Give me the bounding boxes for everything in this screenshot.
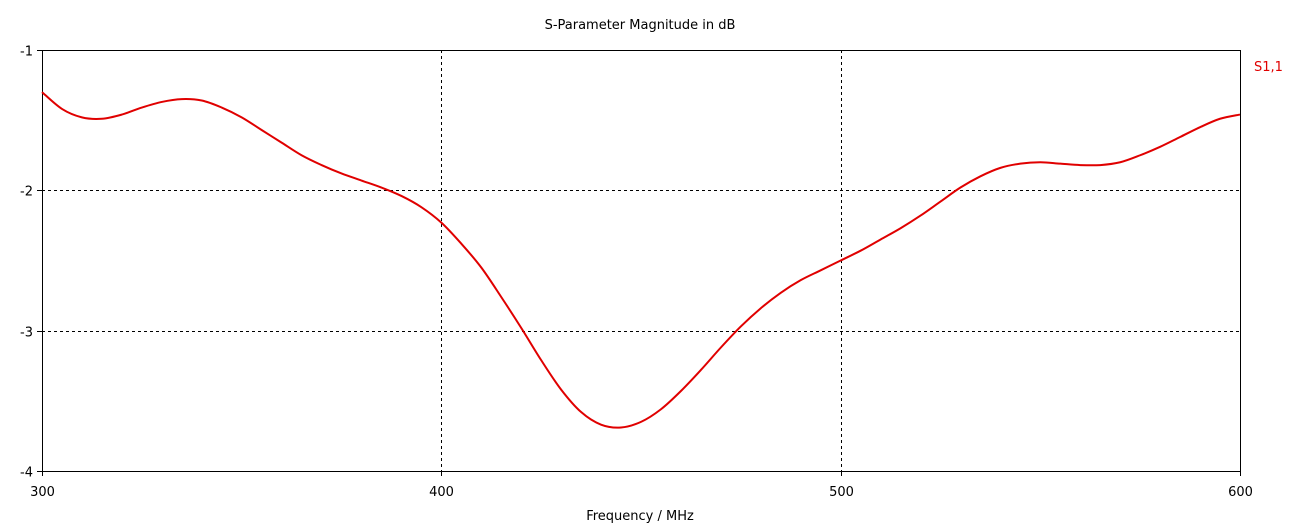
x-tick-label: 600 [1228,485,1253,500]
y-tick-label: -1 [20,45,33,60]
x-axis-label: Frequency / MHz [586,509,694,524]
y-tick-label: -2 [20,185,33,200]
chart-title: S-Parameter Magnitude in dB [545,18,736,33]
y-tick-label: -3 [20,326,33,341]
series-layer [41,91,1241,429]
x-axis-ticks: 300 400 500 600 [30,471,1253,500]
legend-entry-s11: S1,1 [1254,60,1283,75]
x-tick-label: 400 [429,485,454,500]
x-tick-label: 300 [30,485,55,500]
y-axis-ticks: -1 -2 -3 -4 [20,45,42,481]
y-tick-label: -4 [20,466,33,481]
series-line-s11 [41,91,1241,429]
plot-area-frame [42,50,1241,472]
grid-lines [42,50,1240,471]
x-tick-label: 500 [829,485,854,500]
